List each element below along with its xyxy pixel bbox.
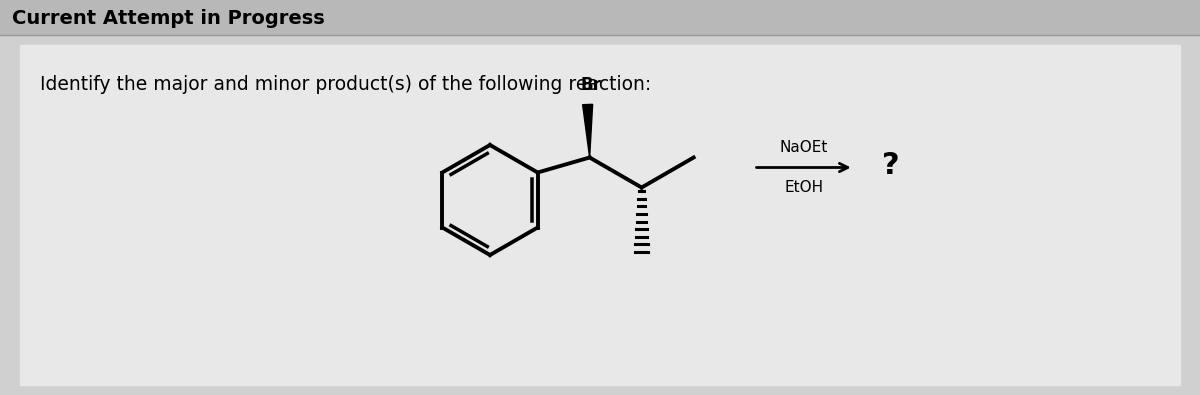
- Text: ?: ?: [882, 151, 899, 180]
- Polygon shape: [583, 104, 593, 158]
- Text: Current Attempt in Progress: Current Attempt in Progress: [12, 9, 325, 28]
- Text: Br: Br: [580, 75, 601, 94]
- Bar: [0, 0, 1200, 35]
- Text: Identify the major and minor product(s) of the following reaction:: Identify the major and minor product(s) …: [40, 75, 652, 94]
- Text: EtOH: EtOH: [784, 179, 823, 194]
- Bar: [20, 45, 1180, 385]
- Text: NaOEt: NaOEt: [780, 141, 828, 156]
